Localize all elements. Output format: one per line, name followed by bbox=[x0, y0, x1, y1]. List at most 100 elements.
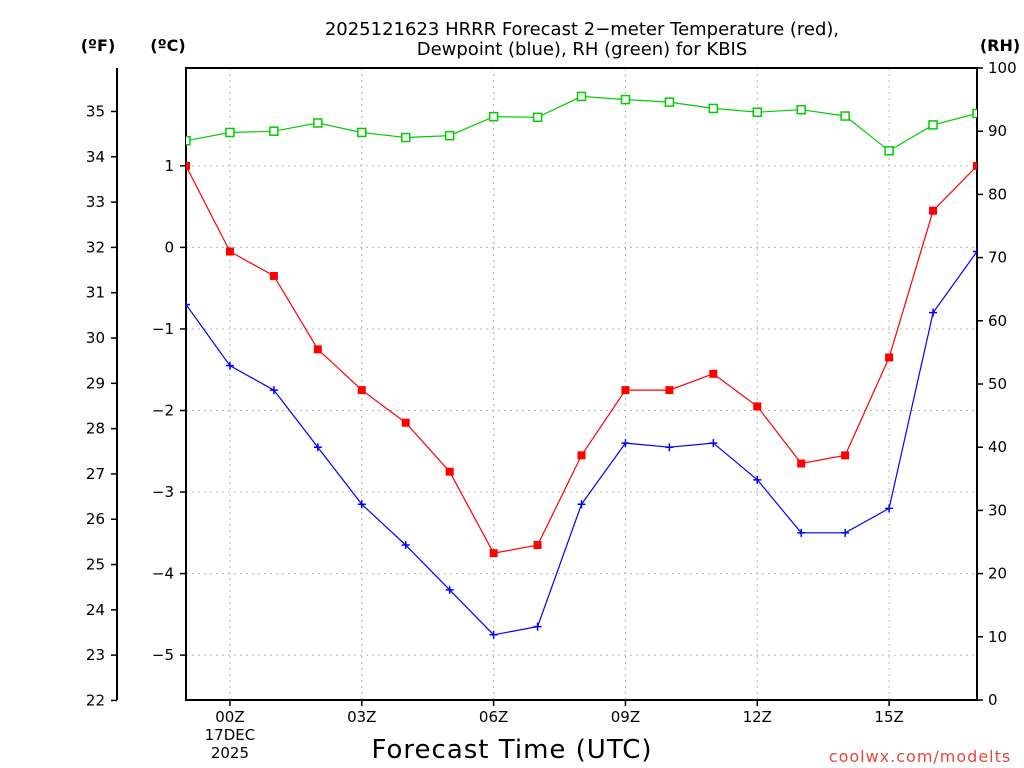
temperature-series bbox=[186, 161, 977, 558]
rh-point bbox=[664, 97, 675, 107]
rh-point bbox=[620, 94, 631, 105]
rh-series bbox=[186, 91, 977, 156]
dewpoint-point bbox=[753, 475, 762, 484]
dewpoint-point bbox=[973, 247, 977, 256]
rh-tick-label: 60 bbox=[988, 312, 1007, 330]
rh-point bbox=[796, 104, 806, 115]
rh-point bbox=[708, 103, 719, 114]
dewpoint-point bbox=[225, 361, 234, 370]
celsius-tick-label: −1 bbox=[152, 320, 174, 338]
credit-text: coolwx.com/modelts bbox=[829, 747, 1011, 766]
fahrenheit-tick-label: 29 bbox=[86, 374, 105, 392]
x-tick-label: 12Z bbox=[743, 708, 772, 726]
rh-point bbox=[576, 91, 587, 102]
x-tick-label: 15Z bbox=[874, 708, 903, 726]
rh-point bbox=[752, 107, 763, 117]
fahrenheit-tick-label: 31 bbox=[86, 284, 105, 302]
rh-point bbox=[357, 127, 367, 138]
rh-point bbox=[972, 108, 977, 119]
dewpoint-point bbox=[186, 300, 190, 309]
rh-unit-label: (RH) bbox=[980, 36, 1020, 55]
temperature-point bbox=[885, 353, 894, 362]
rh-point bbox=[225, 127, 235, 138]
rh-point bbox=[269, 126, 279, 136]
dewpoint-point bbox=[533, 622, 542, 631]
dewpoint-point bbox=[313, 443, 322, 452]
celsius-tick-label: 0 bbox=[164, 238, 174, 256]
temperature-point bbox=[709, 369, 718, 378]
dewpoint-point bbox=[929, 308, 938, 317]
fahrenheit-tick-label: 24 bbox=[86, 601, 105, 619]
temperature-point bbox=[269, 271, 278, 280]
chart-title-line-1: 2025121623 HRRR Forecast 2−meter Tempera… bbox=[325, 19, 839, 40]
celsius-tick-label: −2 bbox=[152, 402, 174, 420]
dewpoint-point bbox=[269, 386, 278, 395]
rh-point bbox=[313, 118, 323, 128]
temperature-point bbox=[577, 451, 586, 460]
temperature-point bbox=[313, 345, 322, 354]
temperature-line bbox=[186, 165, 977, 554]
rh-tick-label: 100 bbox=[988, 59, 1017, 77]
dewpoint-point bbox=[621, 439, 630, 448]
fahrenheit-tick-label: 32 bbox=[86, 238, 105, 256]
rh-tick-label: 40 bbox=[988, 438, 1007, 456]
x-tick-label: 06Z bbox=[479, 708, 508, 726]
celsius-tick-label: −4 bbox=[152, 565, 174, 583]
temperature-point bbox=[489, 549, 498, 558]
x-tick-date-label: 2025 bbox=[211, 744, 249, 762]
fahrenheit-tick-label: 30 bbox=[86, 329, 105, 347]
rh-point bbox=[186, 135, 191, 146]
axes: 353433323130292827262524232210−1−2−3−4−5… bbox=[86, 59, 1017, 762]
temperature-point bbox=[621, 386, 630, 395]
temperature-point bbox=[973, 161, 977, 170]
rh-line bbox=[186, 95, 977, 152]
temperature-point bbox=[533, 541, 542, 550]
dewpoint-point bbox=[357, 500, 366, 509]
fahrenheit-tick-label: 34 bbox=[86, 148, 105, 166]
dewpoint-point bbox=[885, 504, 894, 513]
dewpoint-point bbox=[797, 528, 806, 537]
rh-tick-label: 20 bbox=[988, 565, 1007, 583]
chart-title-line-2: Dewpoint (blue), RH (green) for KBIS bbox=[417, 39, 748, 60]
rh-tick-label: 80 bbox=[988, 185, 1007, 203]
x-tick-date-label: 17DEC bbox=[205, 726, 256, 744]
rh-point bbox=[928, 120, 938, 130]
dewpoint-point bbox=[489, 630, 498, 639]
rh-point bbox=[488, 111, 499, 122]
rh-tick-label: 10 bbox=[988, 628, 1007, 646]
fahrenheit-tick-label: 28 bbox=[86, 420, 105, 438]
rh-point bbox=[400, 132, 411, 143]
dewpoint-line bbox=[186, 251, 977, 636]
temperature-point bbox=[797, 459, 806, 468]
rh-point bbox=[444, 130, 455, 141]
celsius-tick-label: 1 bbox=[164, 157, 174, 175]
temperature-point bbox=[665, 386, 674, 395]
fahrenheit-tick-label: 27 bbox=[86, 465, 105, 483]
temperature-point bbox=[929, 206, 938, 215]
rh-point bbox=[884, 146, 894, 156]
celsius-tick-label: −3 bbox=[152, 483, 174, 501]
temperature-point bbox=[841, 451, 850, 460]
rh-tick-label: 30 bbox=[988, 501, 1007, 519]
fahrenheit-tick-label: 33 bbox=[86, 193, 105, 211]
x-tick-label: 03Z bbox=[347, 708, 376, 726]
temperature-point bbox=[225, 247, 234, 256]
temperature-point bbox=[753, 402, 762, 411]
dewpoint-point bbox=[401, 541, 410, 550]
temperature-point bbox=[445, 467, 454, 476]
fahrenheit-tick-label: 25 bbox=[86, 556, 105, 574]
dewpoint-point bbox=[665, 443, 674, 452]
rh-tick-label: 50 bbox=[988, 375, 1007, 393]
rh-point bbox=[532, 112, 543, 123]
dewpoint-series bbox=[186, 247, 977, 639]
fahrenheit-unit-label: (ºF) bbox=[81, 36, 116, 55]
rh-point bbox=[840, 111, 850, 121]
temperature-point bbox=[401, 418, 410, 427]
x-axis-label: Forecast Time (UTC) bbox=[371, 735, 652, 765]
dewpoint-point bbox=[445, 585, 454, 594]
celsius-unit-label: (ºC) bbox=[150, 36, 185, 55]
dewpoint-point bbox=[709, 439, 718, 448]
fahrenheit-tick-label: 23 bbox=[86, 646, 105, 664]
fahrenheit-tick-label: 26 bbox=[86, 510, 105, 528]
rh-tick-label: 0 bbox=[988, 691, 998, 709]
